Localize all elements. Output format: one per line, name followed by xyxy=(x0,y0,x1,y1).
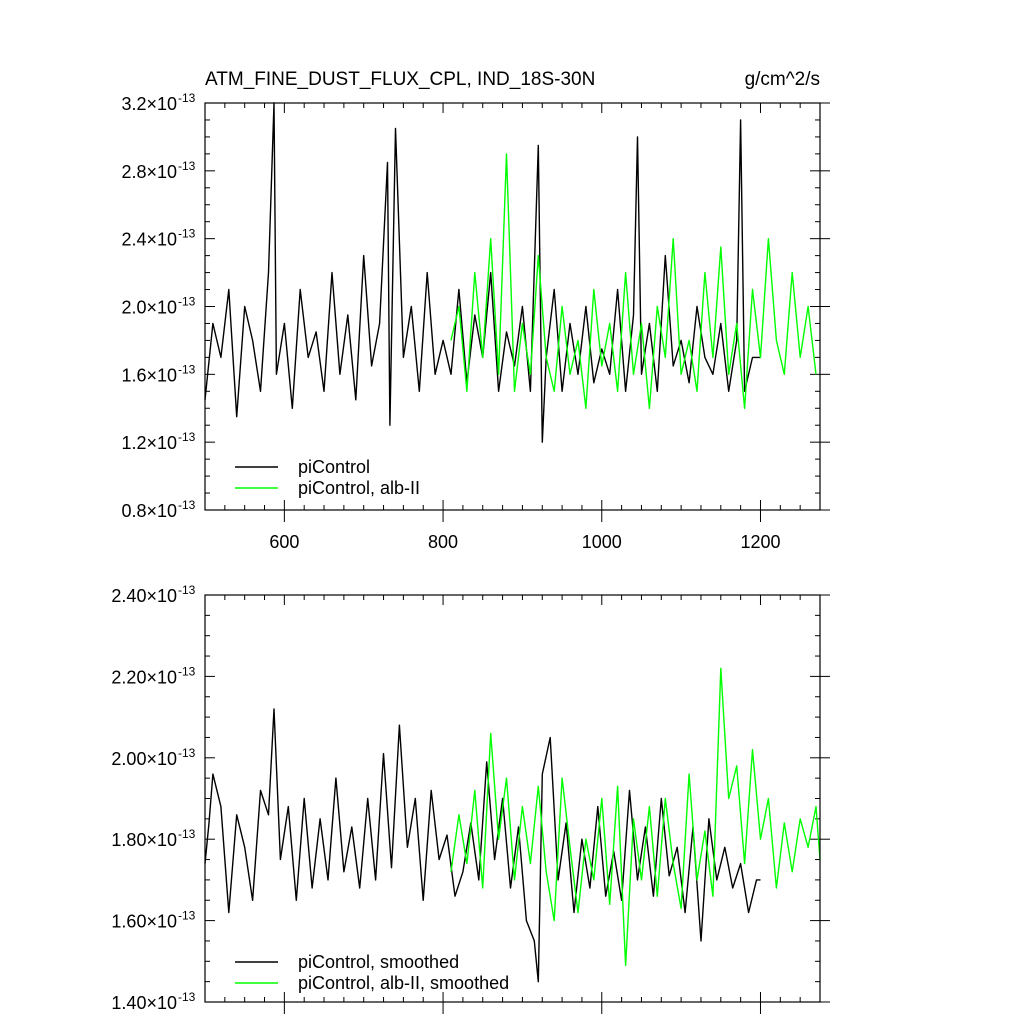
bottom-ticks xyxy=(204,594,830,1014)
y-tick-exponent: -13 xyxy=(178,430,196,444)
y-tick-label: 1.6×10 xyxy=(121,365,177,385)
x-tick-label: 800 xyxy=(428,532,458,552)
y-tick-label: 2.40×10 xyxy=(111,586,177,606)
legend-label-smoothed: piControl, smoothed xyxy=(298,952,459,972)
y-tick-exponent: -13 xyxy=(178,362,196,376)
legend-label-alb-ii-smoothed: piControl, alb-II, smoothed xyxy=(298,973,509,993)
x-tick-label: 1000 xyxy=(582,532,622,552)
x-tick-label: 1200 xyxy=(740,532,780,552)
bottom-series-line-1 xyxy=(450,667,821,967)
top-series-line-0 xyxy=(204,102,761,443)
y-tick-exponent: -13 xyxy=(178,827,196,841)
bottom-legend: piControl, smoothed piControl, alb-II, s… xyxy=(235,952,509,993)
top-series-line-1 xyxy=(450,153,817,409)
y-tick-exponent: -13 xyxy=(178,746,196,760)
legend-label-alb-ii: piControl, alb-II xyxy=(298,478,420,498)
y-tick-label: 1.40×10 xyxy=(111,993,177,1013)
bottom-series xyxy=(204,667,821,983)
y-tick-label: 1.2×10 xyxy=(121,433,177,453)
y-tick-exponent: -13 xyxy=(178,664,196,678)
y-tick-exponent: -13 xyxy=(178,990,196,1004)
y-tick-label: 2.8×10 xyxy=(121,162,177,182)
bottom-series-line-0 xyxy=(204,708,761,983)
y-tick-label: 0.8×10 xyxy=(121,501,177,521)
y-tick-exponent: -13 xyxy=(178,498,196,512)
bottom-plot-frame xyxy=(204,594,821,1003)
bottom-tick-labels: 2.40×10 -132.20×10 -132.00×10 -131.80×10 -13… xyxy=(111,583,195,1013)
y-tick-label: 2.20×10 xyxy=(111,667,177,687)
y-tick-exponent: -13 xyxy=(178,91,196,105)
legend-label-picontrol: piControl xyxy=(298,457,370,477)
y-tick-exponent: -13 xyxy=(178,295,196,309)
top-series xyxy=(204,102,817,443)
top-legend: piControl piControl, alb-II xyxy=(235,457,420,498)
y-tick-label: 2.00×10 xyxy=(111,749,177,769)
y-tick-label: 2.0×10 xyxy=(121,298,177,318)
bottom-panel: 2.40×10 -132.20×10 -132.00×10 -131.80×10 -13… xyxy=(111,583,830,1014)
chart-title: ATM_FINE_DUST_FLUX_CPL, IND_18S-30N xyxy=(205,69,595,90)
y-tick-exponent: -13 xyxy=(178,227,196,241)
y-tick-label: 3.2×10 xyxy=(121,94,177,114)
y-tick-exponent: -13 xyxy=(178,583,196,597)
y-tick-label: 1.80×10 xyxy=(111,830,177,850)
x-tick-label: 600 xyxy=(269,532,299,552)
units-label: g/cm^2/s xyxy=(745,69,820,90)
top-plot-frame xyxy=(204,102,821,511)
y-tick-label: 1.60×10 xyxy=(111,912,177,932)
top-panel: ATM_FINE_DUST_FLUX_CPL, IND_18S-30N g/cm… xyxy=(121,69,830,552)
y-tick-label: 2.4×10 xyxy=(121,230,177,250)
y-tick-exponent: -13 xyxy=(178,909,196,923)
y-tick-exponent: -13 xyxy=(178,159,196,173)
